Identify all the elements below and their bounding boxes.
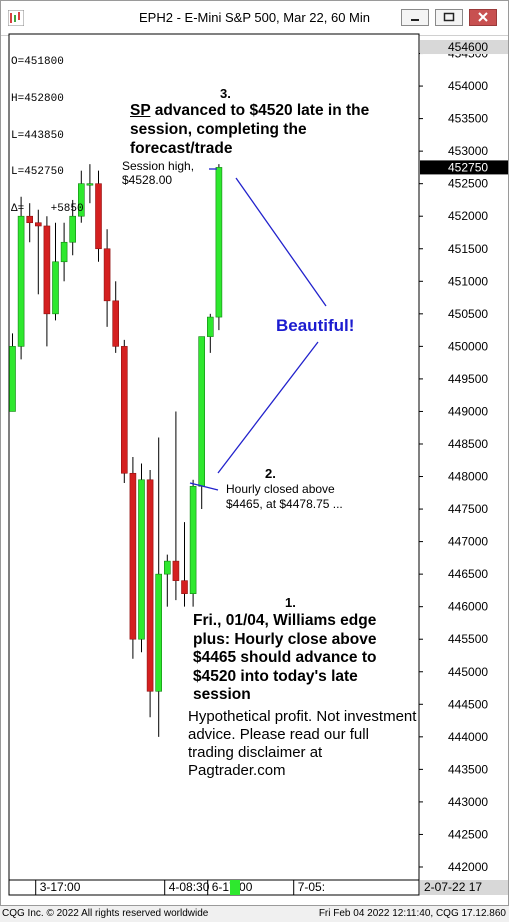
annotation-3-number: 3.	[220, 86, 231, 101]
close-icon	[478, 12, 488, 22]
candle-body	[155, 573, 162, 692]
y-tick-label: 452500	[448, 177, 488, 191]
annotation-2-number: 2.	[265, 466, 276, 481]
x-axis-strip	[8, 879, 420, 896]
y-tick-label: 444500	[448, 697, 488, 711]
timestamp-text: Fri Feb 04 2022 12:11:40, CQG 17.12.860	[318, 908, 506, 919]
candle-body	[207, 316, 214, 337]
app-icon	[8, 10, 24, 26]
ohlc-change: Δ= +5850	[11, 202, 84, 215]
x-tick-label: 7-05:	[298, 880, 325, 894]
close-button[interactable]	[469, 9, 497, 26]
x-tick-label: 3-17:00	[40, 880, 81, 894]
plot-area	[8, 33, 420, 881]
price-marker-label: 454600	[448, 40, 488, 54]
x-tick-label: 4-08:30	[169, 880, 210, 894]
current-date-label: 2-07-22 17	[424, 880, 482, 894]
beautiful-label: Beautiful!	[276, 316, 355, 335]
y-tick-label: 446500	[448, 567, 488, 581]
y-tick-label: 452000	[448, 209, 488, 223]
maximize-icon	[443, 12, 455, 22]
ohlc-readout: O=451800 H=452800 L=443850 L=452750 Δ= +…	[11, 32, 84, 227]
candle-body	[34, 222, 42, 227]
ohlc-high: H=452800	[11, 93, 64, 105]
candle-body	[189, 485, 197, 594]
y-tick-label: 447500	[448, 502, 488, 516]
y-tick-label: 453500	[448, 112, 488, 126]
candle-body	[95, 183, 102, 250]
window-title: EPH2 - E-Mini S&P 500, Mar 22, 60 Min	[139, 10, 370, 25]
minimize-button[interactable]	[401, 9, 429, 26]
price-marker-box	[420, 40, 508, 55]
title-bar: EPH2 - E-Mini S&P 500, Mar 22, 60 Min	[1, 1, 508, 36]
candle-body	[69, 215, 76, 243]
status-footer: CQG Inc. © 2022 All rights reserved worl…	[0, 907, 509, 922]
candle-bodies	[9, 167, 223, 692]
y-tick-label: 451000	[448, 274, 488, 288]
candle-body	[86, 183, 94, 186]
candle-body	[198, 336, 205, 487]
annotation-1-number: 1.	[285, 595, 296, 610]
candle-body	[43, 225, 51, 315]
candle-body	[138, 479, 145, 640]
candle-body	[17, 215, 25, 347]
y-tick-label: 447000	[448, 535, 488, 549]
callout-lines	[189, 168, 327, 491]
price-marker-label: 452750	[448, 160, 488, 174]
candle-body	[121, 346, 128, 474]
y-tick-label: 454000	[448, 79, 488, 93]
price-marker-box	[420, 160, 508, 175]
y-tick-label: 450000	[448, 339, 488, 353]
y-tick-label: 449000	[448, 404, 488, 418]
candle-body	[78, 183, 85, 217]
annotation-2-text: Hourly closed above $4465, at $4478.75 .…	[226, 482, 343, 511]
candle-body	[103, 248, 111, 302]
y-tick-label: 451500	[448, 242, 488, 256]
current-bar-marker	[230, 880, 240, 895]
candle-body	[164, 560, 171, 575]
ohlc-open: O=451800	[11, 56, 64, 69]
candle-body	[112, 300, 119, 347]
y-tick-label: 444000	[448, 730, 488, 744]
candle-body	[26, 215, 34, 224]
candle-body	[9, 346, 16, 412]
y-tick-label: 443000	[448, 795, 488, 809]
candle-body	[215, 167, 223, 318]
y-tick-label: 443500	[448, 762, 488, 776]
date-box	[420, 880, 508, 895]
y-tick-label: 448000	[448, 470, 488, 484]
y-tick-label: 446000	[448, 600, 488, 614]
candle-body	[60, 241, 68, 263]
session-high-label: Session high, $4528.00	[122, 159, 195, 187]
price-markers: 454600 452750	[420, 40, 508, 175]
maximize-button[interactable]	[435, 9, 463, 26]
minimize-icon	[411, 19, 419, 21]
ohlc-last: L=452750	[11, 166, 64, 179]
y-tick-label: 453000	[448, 144, 488, 158]
y-axis-ticks: 442000 442500 443000 443500 444000 444500 4450…	[419, 47, 488, 874]
candle-body	[181, 580, 188, 594]
y-tick-label: 449500	[448, 372, 488, 386]
disclaimer-text: Hypothetical profit. Not investment advi…	[188, 708, 417, 779]
annotation-3-text: SP advanced to $4520 late in the session…	[130, 102, 370, 157]
copyright-text: CQG Inc. © 2022 All rights reserved worl…	[2, 908, 209, 919]
y-tick-label: 448500	[448, 437, 488, 451]
candle-body	[172, 560, 180, 581]
candle-body	[129, 472, 137, 640]
annotation-1-text: Fri., 01/04, Williams edge plus: Hourly …	[193, 612, 377, 703]
y-tick-label: 445000	[448, 665, 488, 679]
y-tick-label: 442000	[448, 860, 488, 874]
candle-body	[52, 261, 59, 315]
candle-body	[146, 479, 154, 692]
y-tick-label: 450500	[448, 307, 488, 321]
y-tick-label: 445500	[448, 632, 488, 646]
y-tick-label: 442500	[448, 827, 488, 841]
x-axis: 3-17:004-08:306-17:007-05:2-07-22 17	[8, 879, 508, 896]
ohlc-low: L=443850	[11, 129, 64, 142]
